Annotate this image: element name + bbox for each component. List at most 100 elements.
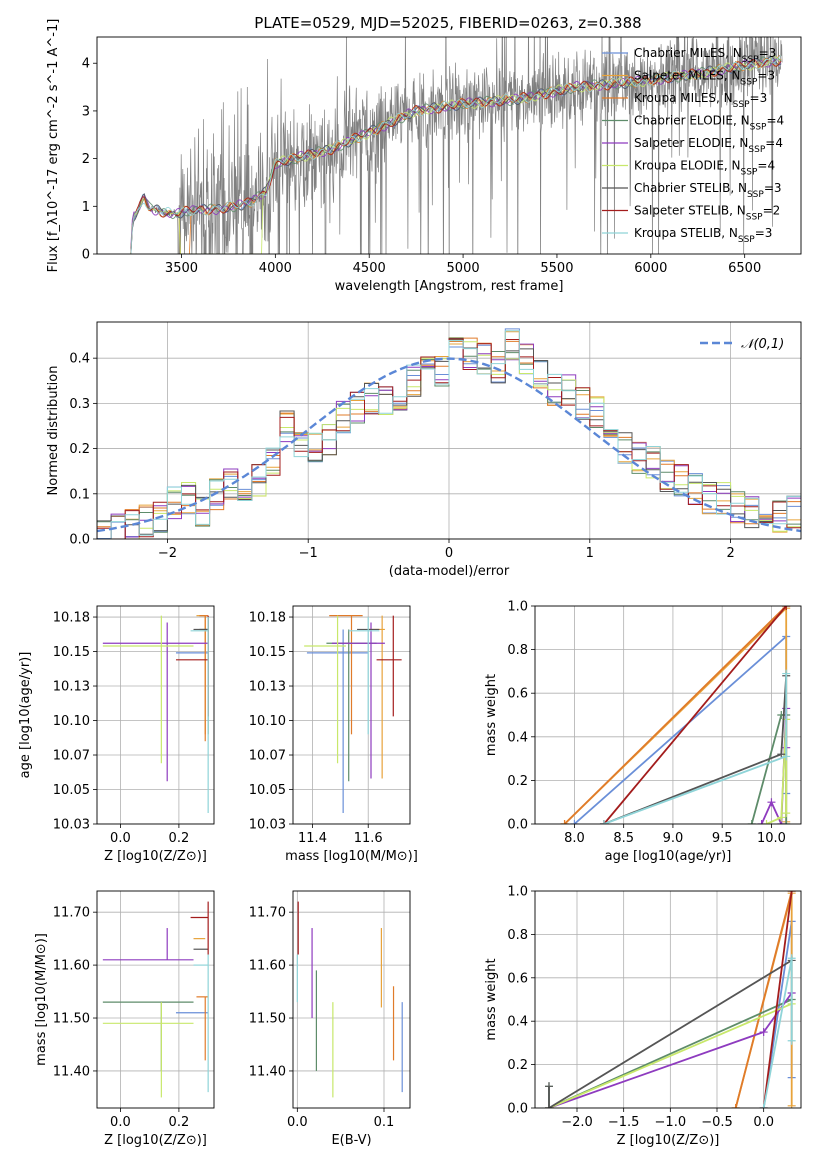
x-tick-label: 0.0 bbox=[287, 1115, 308, 1130]
x-tick-label: 0.0 bbox=[110, 831, 131, 846]
weight-line bbox=[734, 891, 793, 1108]
x-tick-label: 0.1 bbox=[374, 1115, 395, 1130]
age_vs_Z-plot-area bbox=[97, 606, 214, 824]
legend-entry: 𝒩(0,1) bbox=[741, 337, 784, 352]
normal-curve bbox=[97, 357, 801, 533]
y-tick-label: 10.15 bbox=[53, 645, 90, 660]
x-tick-label: −2.0 bbox=[561, 1115, 593, 1130]
weight_vs_age-plot-area bbox=[535, 606, 801, 824]
x-tick-label: 4500 bbox=[353, 261, 386, 276]
x-tick-label: −2 bbox=[158, 546, 177, 561]
y-axis-label: mass [log10(M/M⊙)] bbox=[34, 933, 49, 1066]
x-tick-label: 0 bbox=[445, 546, 453, 561]
y-tick-label: 0.4 bbox=[69, 352, 90, 367]
y-tick-label: 10.07 bbox=[249, 749, 286, 764]
residual_hist-plot-area bbox=[97, 322, 801, 539]
x-tick-label: −1.5 bbox=[608, 1115, 640, 1130]
x-axis-label: Z [log10(Z/Z⊙)] bbox=[617, 1133, 720, 1148]
x-tick-label: 8.5 bbox=[613, 831, 634, 846]
x-tick-label: 5000 bbox=[447, 261, 480, 276]
weight-marker bbox=[782, 606, 791, 610]
y-tick-label: 0.0 bbox=[507, 1102, 528, 1117]
y-tick-label: 10.18 bbox=[53, 611, 90, 626]
x-axis-label: (data-model)/error bbox=[389, 564, 510, 579]
y-tick-label: 11.70 bbox=[249, 906, 286, 921]
axes-frame bbox=[96, 890, 215, 1109]
x-tick-label: 6000 bbox=[634, 261, 667, 276]
weight-marker bbox=[777, 750, 786, 759]
axes-frame bbox=[96, 605, 215, 825]
weight-marker bbox=[545, 1104, 553, 1108]
y-tick-label: 0.1 bbox=[69, 487, 90, 502]
x-tick-label: 9.5 bbox=[712, 831, 733, 846]
y-tick-label: 11.60 bbox=[53, 959, 90, 974]
weight-marker bbox=[782, 809, 791, 818]
x-tick-label: 4000 bbox=[259, 261, 292, 276]
model-spectrum-line bbox=[130, 54, 782, 254]
y-tick-label: 4 bbox=[82, 57, 90, 72]
legend-entry: Salpeter STELIB, NSSP=2 bbox=[634, 204, 780, 223]
x-axis-label: age [log10(age/yr)] bbox=[605, 849, 732, 864]
weight-line bbox=[766, 719, 788, 824]
weight-marker bbox=[570, 820, 579, 824]
y-tick-label: 0.2 bbox=[507, 774, 528, 789]
x-tick-label: 8.0 bbox=[564, 831, 585, 846]
axes-frame bbox=[292, 890, 411, 1109]
y-tick-label: 0.0 bbox=[507, 818, 528, 833]
x-axis-label: Z [log10(Z/Z⊙)] bbox=[104, 849, 207, 864]
weight-line bbox=[762, 891, 793, 1108]
y-tick-label: 0.6 bbox=[507, 971, 528, 986]
x-tick-label: 3500 bbox=[165, 261, 198, 276]
x-axis-label: Z [log10(Z/Z⊙)] bbox=[104, 1133, 207, 1148]
weight-line bbox=[563, 606, 787, 824]
x-tick-label: 0.0 bbox=[753, 1115, 774, 1130]
legend-entry: Salpeter MILES, NSSP=3 bbox=[634, 69, 775, 88]
weight-marker bbox=[787, 891, 796, 895]
y-tick-label: 1.0 bbox=[507, 885, 528, 900]
x-tick-label: −1.0 bbox=[655, 1115, 687, 1130]
y-tick-label: 3 bbox=[82, 104, 90, 119]
x-tick-label: 1 bbox=[586, 546, 594, 561]
y-tick-label: 0.8 bbox=[507, 928, 528, 943]
y-tick-label: 1.0 bbox=[507, 600, 528, 615]
weight-marker bbox=[599, 820, 608, 824]
y-axis-label: mass weight bbox=[484, 958, 499, 1040]
y-tick-label: 1 bbox=[82, 200, 90, 215]
x-tick-label: 0.2 bbox=[169, 1115, 190, 1130]
legend-entry: Chabrier STELIB, NSSP=3 bbox=[634, 181, 782, 200]
weight-marker bbox=[759, 1028, 768, 1037]
y-tick-label: 0.8 bbox=[507, 643, 528, 658]
y-tick-label: 10.03 bbox=[249, 818, 286, 833]
weight-line bbox=[548, 1002, 793, 1108]
x-tick-label: −0.5 bbox=[701, 1115, 733, 1130]
y-axis-label: Normed distribution bbox=[46, 366, 61, 496]
weight-marker bbox=[759, 1104, 768, 1108]
x-tick-label: 11.4 bbox=[298, 831, 327, 846]
figure-title: PLATE=0529, MJD=52025, FIBERID=0263, z=0… bbox=[254, 14, 641, 32]
weight-line bbox=[548, 959, 793, 1108]
weight-marker bbox=[777, 813, 786, 822]
model-spectrum-line bbox=[130, 55, 782, 254]
weight-marker bbox=[757, 820, 766, 824]
legend-entry: Salpeter ELODIE, NSSP=4 bbox=[634, 136, 783, 155]
x-tick-label: 5500 bbox=[540, 261, 573, 276]
y-tick-label: 10.18 bbox=[249, 611, 286, 626]
mass_vs_ebv-plot-area bbox=[293, 891, 410, 1108]
axes-frame bbox=[96, 321, 802, 540]
x-tick-label: 0.2 bbox=[169, 831, 190, 846]
y-tick-label: 0.3 bbox=[69, 397, 90, 412]
x-tick-label: 6500 bbox=[728, 261, 761, 276]
weight-marker bbox=[787, 1036, 796, 1045]
x-axis-label: mass [log10(M/M⊙)] bbox=[285, 849, 418, 864]
y-tick-label: 11.40 bbox=[53, 1064, 90, 1079]
y-tick-label: 11.70 bbox=[53, 906, 90, 921]
weight-marker bbox=[731, 1104, 740, 1108]
y-tick-label: 10.15 bbox=[249, 645, 286, 660]
y-tick-label: 10.07 bbox=[53, 749, 90, 764]
axes-frame bbox=[534, 605, 802, 825]
weight-marker bbox=[787, 1101, 796, 1108]
weight-marker bbox=[560, 820, 569, 824]
y-tick-label: 2 bbox=[82, 152, 90, 167]
weight-marker bbox=[782, 669, 791, 678]
